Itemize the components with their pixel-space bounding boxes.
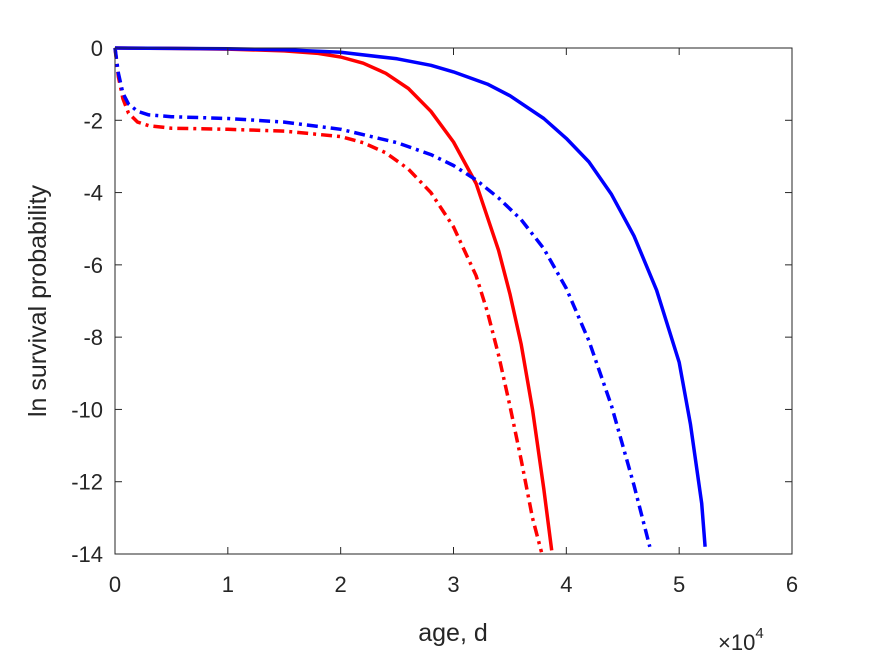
x-tick-label: 3 <box>447 572 459 597</box>
y-tick-label: -6 <box>83 253 103 278</box>
x-axis-exponent: ×104 <box>718 625 764 655</box>
y-tick-label: -12 <box>71 470 103 495</box>
y-axis-label: ln survival probability <box>24 184 52 417</box>
x-exponent-power: 4 <box>755 625 763 642</box>
x-tick-label: 2 <box>335 572 347 597</box>
y-tick-label: -10 <box>71 397 103 422</box>
x-tick-label: 6 <box>786 572 798 597</box>
x-tick-label: 5 <box>673 572 685 597</box>
x-tick-label: 4 <box>560 572 572 597</box>
x-tick-label: 0 <box>109 572 121 597</box>
y-tick-label: -14 <box>71 542 103 567</box>
series-line-3 <box>113 47 544 553</box>
y-tick-label: -8 <box>83 325 103 350</box>
x-exponent-base: ×10 <box>718 630 755 655</box>
y-tick-label: -2 <box>83 108 103 133</box>
x-tick-label: 1 <box>222 572 234 597</box>
x-axis-label: age, d <box>418 619 488 647</box>
x-axis: 0 1 2 3 4 5 6 <box>109 48 798 597</box>
y-tick-label: 0 <box>91 36 103 61</box>
plot-area <box>115 48 792 554</box>
y-tick-label: -4 <box>83 181 103 206</box>
y-axis: 0 -2 -4 -6 -8 -10 -12 -14 <box>71 36 792 567</box>
